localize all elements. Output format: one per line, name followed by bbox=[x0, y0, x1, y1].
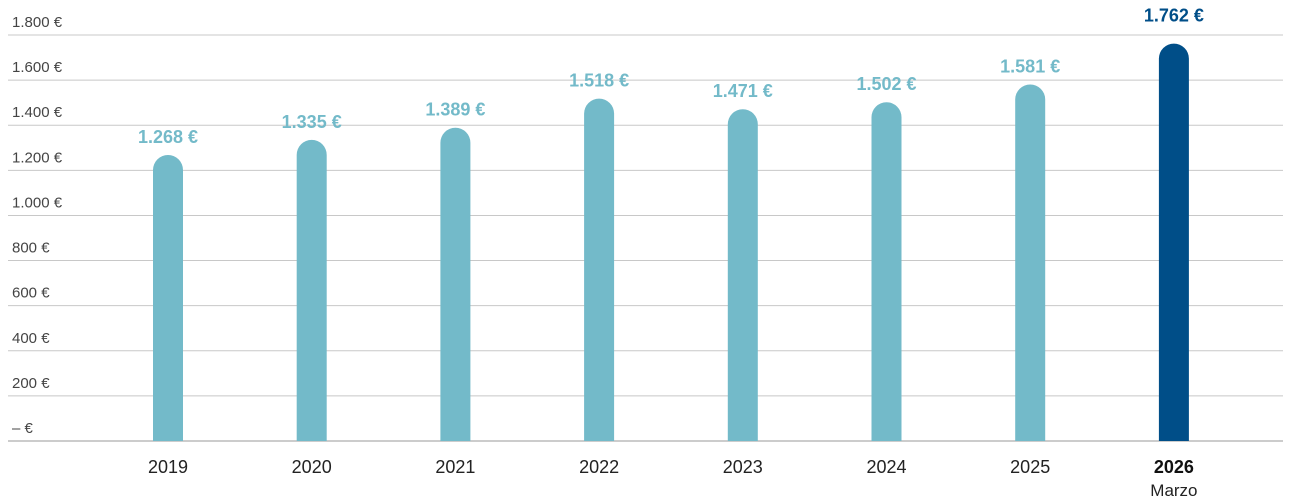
bar-2026 bbox=[1158, 43, 1189, 442]
bar-2021 bbox=[440, 127, 471, 442]
y-tick-label: 800 € bbox=[12, 240, 50, 257]
x-tick-label-2020: 2020 bbox=[292, 457, 332, 477]
data-label-2025: 1.581 € bbox=[1000, 56, 1060, 76]
bar-2020 bbox=[296, 139, 327, 441]
x-tick-label-2025: 2025 bbox=[1010, 457, 1050, 477]
x-axis-category-labels: 2019 2020 2021 2022 2023 2024 2025 2026 Marzo bbox=[148, 457, 1198, 500]
y-axis-tick-labels: – € 200 € 400 € 600 € 800 € 1.000 € 1.200 € 1.4… bbox=[12, 14, 63, 437]
bar-2022 bbox=[584, 98, 615, 441]
y-tick-label: 1.200 € bbox=[12, 149, 63, 166]
y-tick-label: 400 € bbox=[12, 330, 50, 347]
data-label-2022: 1.518 € bbox=[569, 71, 629, 91]
x-tick-label-2023: 2023 bbox=[723, 457, 763, 477]
x-tick-label-2026: 2026 bbox=[1154, 457, 1194, 477]
data-label-2024: 1.502 € bbox=[856, 74, 916, 94]
y-tick-label: 1.400 € bbox=[12, 104, 63, 121]
data-label-2021: 1.389 € bbox=[425, 100, 485, 120]
bar-2023 bbox=[727, 109, 758, 441]
x-tick-sublabel-2026: Marzo bbox=[1150, 481, 1197, 500]
y-tick-label: 200 € bbox=[12, 375, 50, 392]
x-tick-label-2021: 2021 bbox=[435, 457, 475, 477]
data-labels: 1.268 € 1.335 € 1.389 € 1.518 € 1.471 € 1.502… bbox=[138, 6, 1204, 147]
y-tick-label: 1.800 € bbox=[12, 14, 63, 31]
bar-2019 bbox=[153, 154, 183, 441]
data-label-2019: 1.268 € bbox=[138, 127, 198, 147]
y-tick-label: – € bbox=[12, 420, 34, 437]
x-tick-label-2019: 2019 bbox=[148, 457, 188, 477]
x-tick-label-2022: 2022 bbox=[579, 457, 619, 477]
data-label-2023: 1.471 € bbox=[713, 81, 773, 101]
data-label-2020: 1.335 € bbox=[282, 112, 342, 132]
data-label-2026: 1.762 € bbox=[1144, 6, 1204, 26]
gridlines bbox=[8, 34, 1283, 442]
bar-2025 bbox=[1015, 84, 1046, 441]
y-tick-label: 1.000 € bbox=[12, 194, 63, 211]
x-tick-label-2024: 2024 bbox=[866, 457, 906, 477]
bar-2024 bbox=[871, 102, 902, 441]
y-tick-label: 1.600 € bbox=[12, 59, 63, 76]
y-tick-label: 600 € bbox=[12, 285, 50, 302]
bars bbox=[153, 43, 1189, 442]
